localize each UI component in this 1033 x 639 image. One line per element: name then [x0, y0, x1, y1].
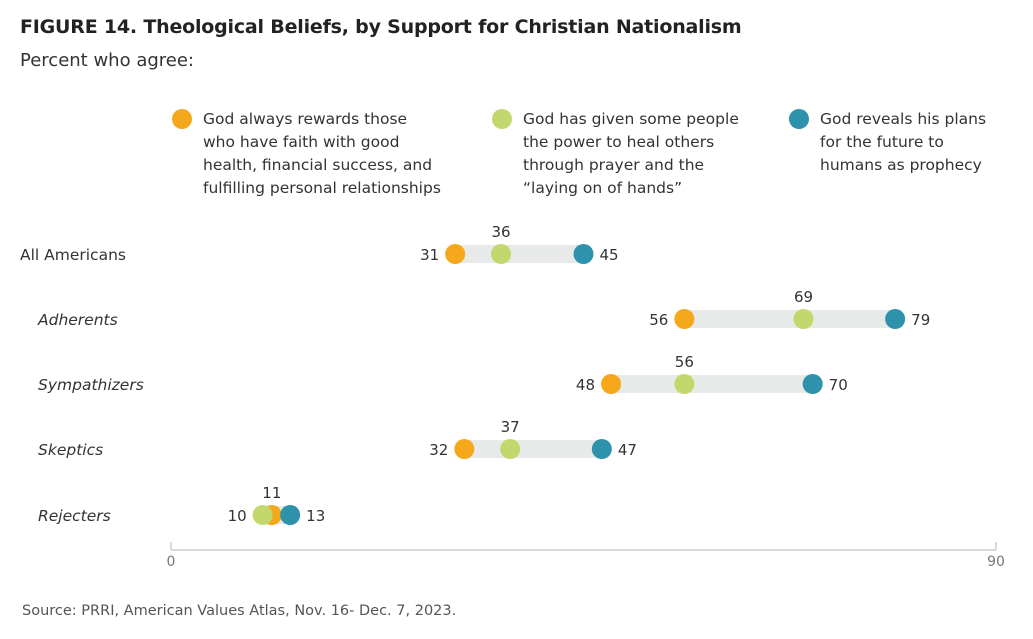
data-label: 70 [829, 376, 848, 394]
legend-label: God has given some people the power to he… [523, 110, 739, 197]
data-label: 37 [501, 418, 520, 436]
data-label: 11 [262, 484, 281, 502]
data-point [674, 374, 695, 394]
data-label: 56 [675, 353, 694, 371]
legend-item: God has given some people the power to he… [492, 108, 739, 200]
data-label: 56 [649, 311, 668, 329]
data-point [491, 244, 511, 264]
x-tick-label: 90 [987, 554, 1005, 570]
range-bar [684, 310, 896, 328]
category-label: Adherents [37, 311, 118, 329]
data-point [280, 505, 301, 525]
legend-item: God always rewards those who have faith w… [172, 108, 441, 200]
data-point [252, 505, 273, 525]
category-label: Sympathizers [38, 376, 144, 394]
category-label: All Americans [20, 246, 126, 264]
data-point [674, 309, 695, 329]
legend-item: God reveals his plans for the future to hu… [789, 108, 986, 177]
data-label: 13 [306, 507, 325, 525]
range-bar [611, 375, 813, 393]
legend-label: God always rewards those who have faith w… [203, 110, 441, 197]
category-label: Skeptics [38, 441, 103, 459]
data-point [793, 309, 814, 329]
source-note: Source: PRRI, American Values Atlas, Nov… [22, 603, 457, 619]
legend-label: God reveals his plans for the future to hu… [820, 110, 987, 174]
chart-title: FIGURE 14. Theological Beliefs, by Suppo… [20, 16, 742, 38]
data-label: 45 [600, 246, 619, 264]
data-label: 48 [576, 376, 595, 394]
data-label: 31 [420, 246, 439, 264]
data-point [885, 309, 906, 329]
chart-subtitle: Percent who agree: [20, 50, 194, 71]
data-label: 47 [618, 441, 637, 459]
data-label: 69 [794, 288, 813, 306]
category-label: Rejecters [38, 507, 111, 525]
data-point [573, 244, 594, 264]
data-point [802, 374, 823, 394]
x-tick-label: 0 [167, 554, 176, 570]
data-label: 79 [911, 311, 930, 329]
range-bar [464, 440, 602, 458]
legend-dot-icon [172, 109, 192, 129]
range-bar [455, 245, 584, 263]
legend-dot-icon [789, 109, 809, 129]
data-label: 36 [491, 223, 510, 241]
data-point [601, 374, 621, 394]
legend-dot-icon [492, 109, 512, 129]
data-point [500, 439, 521, 459]
data-point [445, 244, 466, 264]
data-point [454, 439, 475, 459]
data-label: 10 [228, 507, 247, 525]
data-label: 32 [429, 441, 448, 459]
data-point [591, 439, 612, 459]
